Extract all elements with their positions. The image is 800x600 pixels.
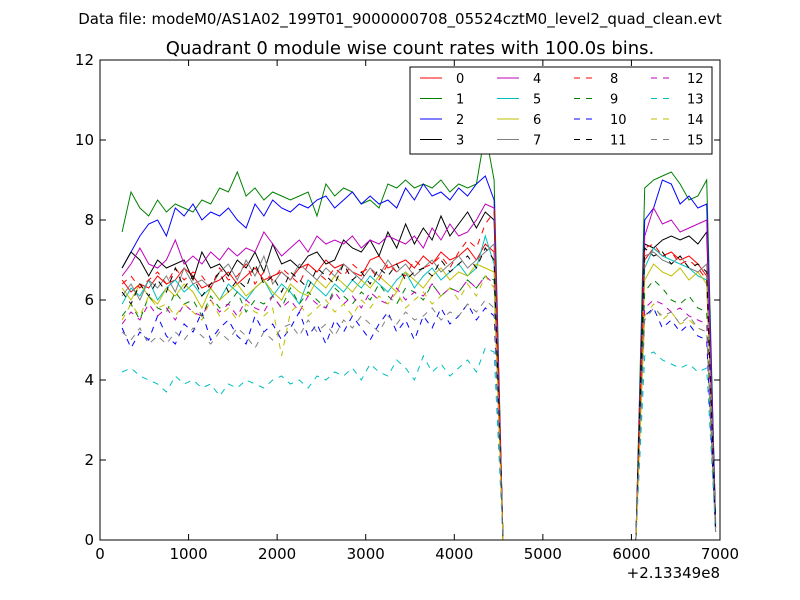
y-tick-label: 4 [84,371,94,389]
x-tick-label: 1000 [169,545,207,563]
legend-label-3: 3 [456,134,464,149]
y-tick-label: 2 [84,451,94,469]
legend-label-4: 4 [533,72,541,87]
x-tick-label: 6000 [612,545,650,563]
legend-label-10: 10 [610,113,627,128]
legend-label-14: 14 [687,113,704,128]
legend-label-0: 0 [456,72,464,87]
legend-label-8: 8 [610,72,618,87]
y-tick-label: 6 [84,291,94,309]
figure-suptitle: Data file: modeM0/AS1A02_199T01_90000007… [78,10,722,29]
x-tick-label: 7000 [701,545,739,563]
x-offset-label: +2.13349e8 [627,564,720,582]
y-tick-label: 12 [75,51,94,69]
x-tick-label: 5000 [524,545,562,563]
series-line-8 [121,210,717,541]
y-tick-label: 0 [84,531,94,549]
legend-label-1: 1 [456,93,464,108]
y-tick-label: 8 [84,211,94,229]
x-tick-label: 4000 [435,545,473,563]
legend-label-15: 15 [687,134,704,149]
legend-label-6: 6 [533,113,541,128]
x-tick-label: 2000 [258,545,296,563]
y-tick-label: 10 [75,131,94,149]
legend-frame [409,66,713,155]
x-tick-label: 0 [95,545,105,563]
chart-title: Quadrant 0 module wise count rates with … [166,38,655,59]
legend-label-9: 9 [610,93,618,108]
legend-label-11: 11 [610,134,627,149]
legend-label-5: 5 [533,93,541,108]
legend-label-7: 7 [533,134,541,149]
legend-label-12: 12 [687,72,704,87]
x-tick-label: 3000 [347,545,385,563]
legend-label-2: 2 [456,113,464,128]
legend-label-13: 13 [687,93,704,108]
